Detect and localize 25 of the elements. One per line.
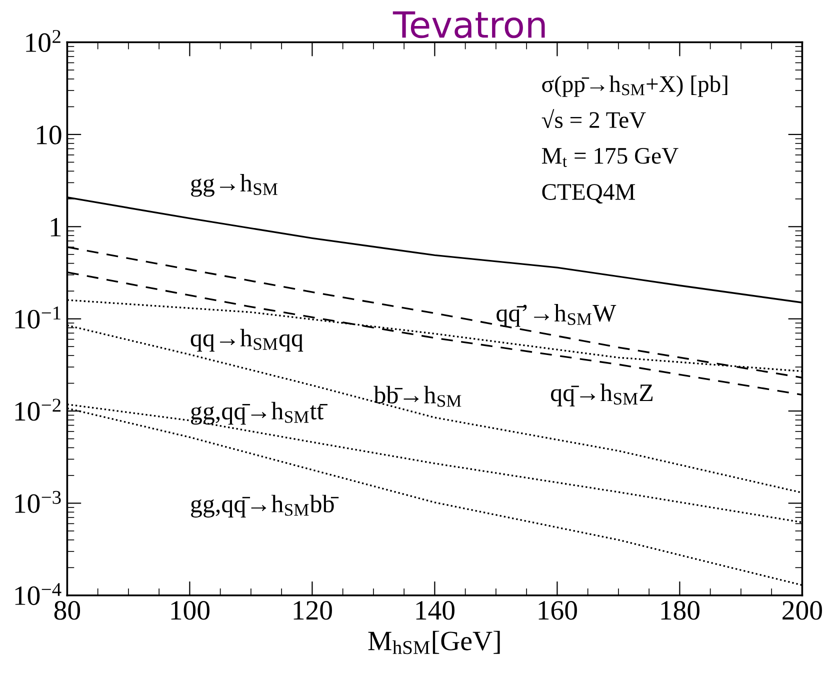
series-label: bb̄→h$_{SM}$	[374, 386, 462, 407]
y-tick-label: 10$^{2}$	[26, 30, 60, 52]
series-label: qq̄→h$_{SM}$Z	[550, 384, 653, 406]
series-label: gg,qq̄→h$_{SM}$tt̄	[191, 402, 328, 425]
x-tick-label: 180	[661, 601, 700, 620]
annotation: M$_{t}$ = 175 GeV	[542, 148, 678, 167]
x-tick-label: 140	[416, 601, 454, 620]
annotation: √s = 2 TeV	[542, 109, 646, 128]
chart-title: Tevatron	[392, 11, 545, 38]
x-tick-label: 200	[782, 601, 822, 620]
series-label: qq̄’→h$_{SM}$W	[496, 304, 616, 327]
annotation: CTEQ4M	[542, 184, 636, 204]
y-tick-label: 1	[50, 218, 61, 236]
y-tick-label: 10$^{−1}$	[15, 306, 60, 329]
x-tick-label: 100	[171, 601, 210, 620]
series-label: gg→h$_{SM}$	[191, 174, 278, 197]
series-label: gg,qq̄→h$_{SM}$bb̄	[191, 494, 339, 518]
annotation: σ(pp̄→h$_{SM}$+X) [pb]	[542, 75, 728, 97]
y-tick-label: 10$^{−3}$	[15, 490, 61, 513]
y-tick-label: 10$^{−2}$	[15, 398, 61, 421]
y-tick-label: 10	[37, 126, 62, 144]
x-tick-label: 160	[538, 601, 577, 620]
series-label: qq→h$_{SM}$qq	[190, 328, 304, 352]
x-axis-title: M$_{hSM}$[GeV]	[368, 630, 500, 654]
x-tick-label: 120	[294, 601, 332, 620]
